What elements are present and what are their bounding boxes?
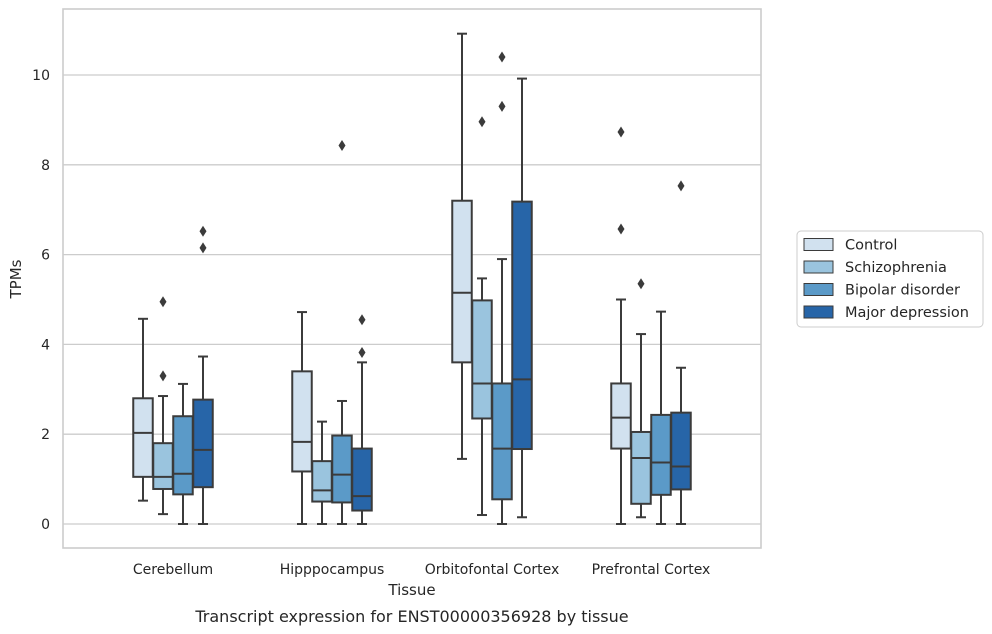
outlier-point xyxy=(358,346,366,358)
box-iqr xyxy=(471,299,493,420)
legend: Control Schizophrenia Bipolar disorder Majo… xyxy=(796,230,984,328)
box xyxy=(152,296,174,516)
x-tick-label: Prefrontal Cortex xyxy=(592,562,711,578)
outlier-point xyxy=(159,296,167,308)
y-tick-label: 6 xyxy=(41,248,50,264)
box xyxy=(331,139,353,525)
outlier-point xyxy=(199,225,207,237)
outlier-point xyxy=(617,126,625,138)
box-iqr xyxy=(610,382,632,450)
series-bipolar-disorder xyxy=(172,51,672,525)
box xyxy=(192,225,214,525)
legend-swatch xyxy=(803,305,834,319)
plot-frame xyxy=(62,8,762,549)
box-series xyxy=(132,32,692,525)
outlier-point xyxy=(637,278,645,290)
box xyxy=(132,317,154,502)
legend-swatch xyxy=(803,238,834,251)
outlier-point xyxy=(677,180,685,192)
box-iqr xyxy=(491,382,513,501)
outlier-point xyxy=(498,100,506,112)
box xyxy=(311,420,333,525)
chart-caption: Transcript expression for ENST0000035692… xyxy=(194,607,628,626)
box-iqr xyxy=(650,413,672,496)
y-tick-label: 0 xyxy=(41,517,50,533)
legend-swatch xyxy=(803,283,834,296)
y-tick-label: 2 xyxy=(41,427,50,443)
box xyxy=(650,310,672,525)
x-axis-ticks: Cerebellum Hipppocampus Orbitofontal Corte… xyxy=(133,562,710,578)
box xyxy=(630,278,652,519)
box xyxy=(610,126,632,525)
y-axis-label: TPMs xyxy=(7,259,25,299)
legend-label: Schizophrenia xyxy=(845,260,947,276)
box-iqr xyxy=(132,397,154,478)
box-iqr xyxy=(451,199,473,364)
series-schizophrenia xyxy=(152,116,652,525)
box-iqr xyxy=(152,442,174,490)
box-iqr xyxy=(351,447,373,512)
box-iqr xyxy=(331,434,353,504)
box xyxy=(471,116,493,517)
y-tick-label: 4 xyxy=(41,337,50,353)
legend-label: Bipolar disorder xyxy=(845,283,960,299)
y-axis-ticks: 0 2 4 6 8 10 xyxy=(32,68,50,533)
y-tick-label: 8 xyxy=(41,158,50,174)
box-iqr xyxy=(311,460,333,503)
legend-frame xyxy=(796,230,984,328)
outlier-point xyxy=(199,242,207,254)
box xyxy=(670,180,692,525)
outlier-point xyxy=(358,314,366,326)
box xyxy=(491,51,513,525)
outlier-point xyxy=(617,223,625,235)
box-iqr xyxy=(172,415,194,496)
legend-label: Major depression xyxy=(845,305,969,321)
box-iqr xyxy=(192,398,214,489)
outlier-point xyxy=(478,116,486,128)
outlier-point xyxy=(498,51,506,63)
box xyxy=(511,77,533,519)
series-control xyxy=(132,32,632,525)
series-major-depression xyxy=(192,77,692,525)
box-iqr xyxy=(630,430,652,505)
box-iqr xyxy=(291,370,313,473)
y-tick-label: 10 xyxy=(32,68,50,84)
box xyxy=(291,311,313,525)
box-iqr xyxy=(670,411,692,491)
outlier-point xyxy=(338,139,346,151)
x-tick-label: Hipppocampus xyxy=(280,562,385,578)
x-tick-label: Cerebellum xyxy=(133,562,213,578)
legend-label: Control xyxy=(845,238,897,254)
box xyxy=(172,382,194,525)
x-axis-label: Tissue xyxy=(387,581,435,599)
box xyxy=(351,314,373,525)
outlier-point xyxy=(159,370,167,382)
box-iqr xyxy=(511,200,533,451)
box xyxy=(451,32,473,460)
legend-swatch xyxy=(803,260,834,274)
x-tick-label: Orbitofontal Cortex xyxy=(425,562,560,578)
